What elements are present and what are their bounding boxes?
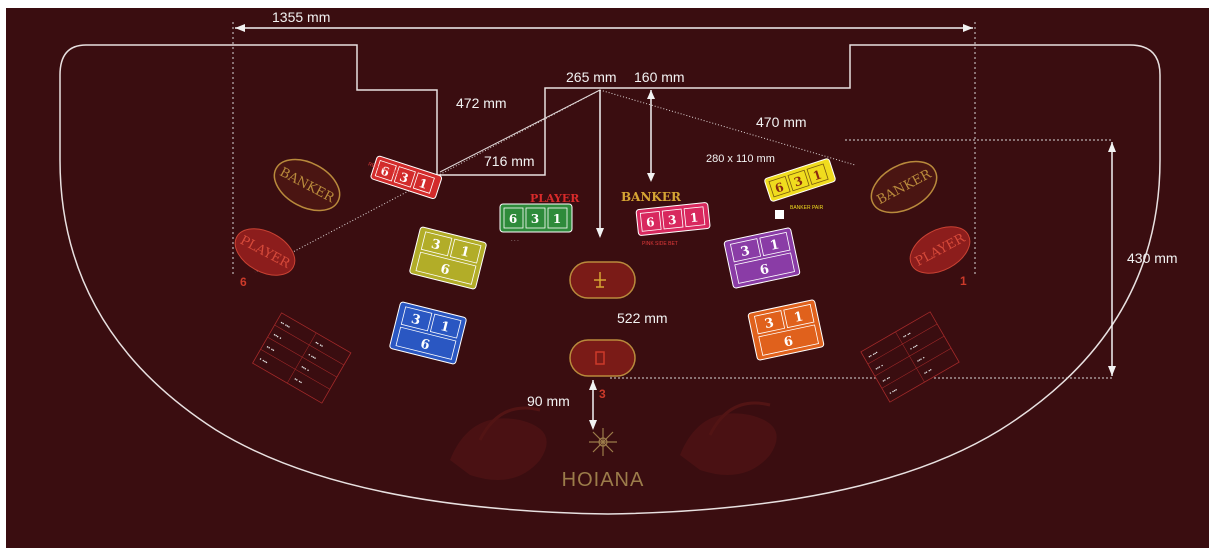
card-value: 1 xyxy=(417,176,429,192)
dim-height-right: 430 mm xyxy=(1127,250,1178,266)
arrow-left-icon xyxy=(235,24,245,32)
svg-text:▪ ▪▪▪: ▪ ▪▪▪ xyxy=(258,356,269,366)
card-value: 3 xyxy=(667,213,677,228)
svg-text:▪▪ ▪▪▪: ▪▪ ▪▪▪ xyxy=(867,350,879,360)
grid-box-orange: 3 1 6 xyxy=(747,299,825,361)
seat-number-right: 1 xyxy=(960,274,967,288)
card-value: 1 xyxy=(553,212,561,226)
arrow-down-icon xyxy=(589,420,597,430)
grid-value: 1 xyxy=(793,309,805,326)
side-bet-box-yellow: 6 3 1 xyxy=(764,158,836,202)
svg-text:▪▪ ▪▪▪: ▪▪ ▪▪▪ xyxy=(279,320,291,330)
caption-yellow: BANKER PAIR xyxy=(790,205,824,211)
svg-text:▪▪▪ ▪: ▪▪▪ ▪ xyxy=(272,332,283,342)
center-oval-top xyxy=(569,261,636,299)
dragon-watermark-left xyxy=(450,406,547,480)
svg-text:▪▪▪ ▪: ▪▪▪ ▪ xyxy=(300,364,311,374)
svg-text:▪▪ ▪▪: ▪▪ ▪▪ xyxy=(881,375,892,385)
grid-value: 3 xyxy=(763,316,775,333)
dim-center-vertical: 522 mm xyxy=(617,310,668,326)
grid-value: 6 xyxy=(783,334,795,351)
card-value: 3 xyxy=(792,174,804,190)
svg-text:▪▪ ▪▪: ▪▪ ▪▪ xyxy=(314,340,325,350)
svg-text:▪ ▪▪▪: ▪ ▪▪▪ xyxy=(307,352,318,362)
grid-value: 3 xyxy=(410,312,422,329)
hoiana-logo: HOIANA xyxy=(562,428,645,491)
card-value: 6 xyxy=(645,215,655,230)
center-symbol-icon xyxy=(594,272,606,288)
grid-value: 3 xyxy=(430,237,442,254)
grid-value: 1 xyxy=(459,244,471,261)
logo-text: HOIANA xyxy=(562,469,645,491)
radial-line-left-short xyxy=(439,89,601,173)
arrow-down-icon xyxy=(1108,366,1116,376)
grid-box-blue: 3 1 6 xyxy=(389,301,467,365)
arrow-up-icon xyxy=(1108,142,1116,152)
card-value: 6 xyxy=(379,164,391,180)
dim-center-a: 265 mm xyxy=(566,69,617,85)
player-center-label: PLAYER xyxy=(530,192,580,205)
dim-left-short: 716 mm xyxy=(484,153,535,169)
table-outline xyxy=(59,44,1161,515)
flower-logo-icon xyxy=(589,428,617,456)
marker-square xyxy=(775,210,784,219)
dim-bottom-gap: 90 mm xyxy=(527,393,570,409)
side-bet-box-red: 6 3 1 xyxy=(370,155,443,199)
grid-box-purple: 3 1 6 xyxy=(723,227,801,289)
banker-center-label: BANKER xyxy=(621,190,682,204)
center-oval-bottom xyxy=(569,339,636,377)
grid-value: 6 xyxy=(419,337,431,354)
caption-green: · · · xyxy=(511,238,519,244)
svg-text:▪▪ ▪▪: ▪▪ ▪▪ xyxy=(902,331,913,341)
grid-value: 3 xyxy=(739,244,751,261)
dim-width-top: 1355 mm xyxy=(272,9,330,25)
seat-number-left: 6 xyxy=(240,275,247,289)
grid-value: 1 xyxy=(439,319,451,336)
grid-box-olive: 3 1 6 xyxy=(409,226,487,290)
dim-right-long: 470 mm xyxy=(756,114,807,130)
seat-number-center: 3 xyxy=(599,387,606,401)
card-value: 6 xyxy=(509,212,517,226)
arrow-up-icon xyxy=(589,380,597,390)
card-value: 3 xyxy=(398,170,410,186)
card-value: 6 xyxy=(773,180,785,196)
svg-text:▪ ▪▪▪: ▪ ▪▪▪ xyxy=(888,387,899,397)
dim-left-long: 472 mm xyxy=(456,95,507,111)
caption-pink: PINK SIDE BET xyxy=(642,241,678,247)
dragon-watermark-right xyxy=(680,401,777,475)
banker-oval-right: BANKER xyxy=(870,160,938,214)
payout-table-left: ▪▪ ▪▪▪ ▪▪ ▪▪ ▪▪▪ ▪ ▪ ▪▪▪ ▪▪ ▪▪ ▪▪▪ ▪ ▪ ▪… xyxy=(252,312,352,404)
svg-text:▪▪▪ ▪: ▪▪▪ ▪ xyxy=(916,355,927,365)
radial-line-right xyxy=(599,89,856,166)
side-bet-box-green: 6 3 1 xyxy=(499,203,573,233)
grid-value: 6 xyxy=(759,262,771,279)
svg-text:▪▪ ▪▪: ▪▪ ▪▪ xyxy=(265,344,276,354)
dim-box-size: 280 x 110 mm xyxy=(706,153,775,165)
payout-table-right: ▪▪ ▪▪▪ ▪▪ ▪▪ ▪▪▪ ▪ ▪ ▪▪▪ ▪▪ ▪▪ ▪▪▪ ▪ ▪ ▪… xyxy=(860,311,960,403)
card-value: 1 xyxy=(689,210,699,225)
grid-value: 1 xyxy=(769,237,781,254)
side-bet-box-pink: 6 3 1 xyxy=(635,202,711,236)
card-value: 3 xyxy=(531,212,539,226)
grid-value: 6 xyxy=(439,262,451,279)
dim-center-b: 160 mm xyxy=(634,69,685,85)
card-value: 1 xyxy=(811,167,823,183)
arrow-down-icon xyxy=(647,173,655,182)
svg-text:▪▪▪ ▪: ▪▪▪ ▪ xyxy=(874,363,885,373)
arrow-up-icon xyxy=(647,90,655,99)
svg-text:▪▪ ▪▪: ▪▪ ▪▪ xyxy=(923,367,934,377)
arrow-down-icon xyxy=(596,228,604,238)
svg-text:▪▪ ▪▪: ▪▪ ▪▪ xyxy=(293,376,304,386)
arrow-right-icon xyxy=(963,24,973,32)
center-symbol-icon xyxy=(595,351,605,365)
svg-text:▪ ▪▪▪: ▪ ▪▪▪ xyxy=(909,343,920,353)
